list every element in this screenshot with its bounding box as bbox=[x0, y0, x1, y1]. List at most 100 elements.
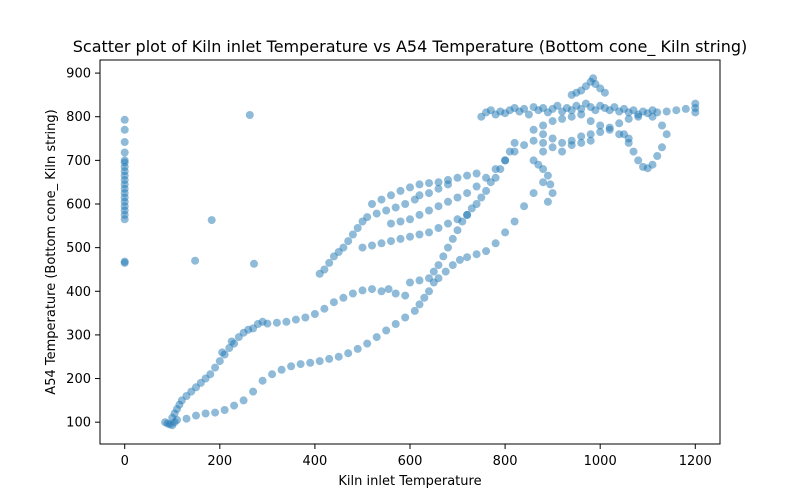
data-point bbox=[662, 107, 671, 116]
data-point bbox=[620, 130, 628, 139]
data-point bbox=[648, 112, 657, 121]
data-point bbox=[406, 232, 414, 241]
data-point bbox=[401, 200, 410, 208]
data-point bbox=[348, 289, 357, 298]
data-point bbox=[434, 261, 443, 270]
data-point bbox=[572, 88, 581, 97]
data-point bbox=[396, 217, 405, 226]
data-point bbox=[377, 287, 386, 296]
y-tick-label: 600 bbox=[66, 198, 91, 213]
data-point bbox=[406, 278, 414, 287]
data-point bbox=[173, 416, 181, 424]
data-point bbox=[558, 114, 567, 123]
data-point bbox=[410, 306, 419, 315]
data-point bbox=[463, 171, 472, 180]
data-point bbox=[524, 110, 533, 119]
data-point bbox=[425, 287, 433, 296]
data-point bbox=[220, 406, 229, 414]
data-point bbox=[567, 112, 576, 121]
data-point bbox=[429, 267, 438, 276]
data-point bbox=[120, 125, 129, 134]
data-point bbox=[472, 169, 481, 178]
data-point bbox=[491, 239, 500, 248]
data-point bbox=[453, 193, 462, 202]
data-point bbox=[211, 408, 220, 417]
data-point bbox=[539, 121, 548, 130]
y-tick-label: 300 bbox=[66, 328, 91, 343]
x-axis-label: Kiln inlet Temperature bbox=[338, 474, 481, 489]
data-point bbox=[368, 200, 376, 208]
data-point bbox=[120, 115, 129, 124]
data-point bbox=[577, 110, 586, 119]
data-point bbox=[207, 216, 216, 225]
points-layer bbox=[120, 74, 700, 430]
data-point bbox=[325, 354, 334, 363]
data-point bbox=[396, 186, 405, 195]
data-point bbox=[662, 130, 671, 139]
data-point bbox=[586, 130, 595, 139]
data-point bbox=[491, 165, 500, 174]
data-point bbox=[529, 125, 538, 134]
data-point bbox=[510, 217, 519, 226]
data-point bbox=[558, 138, 567, 147]
data-point bbox=[482, 173, 491, 182]
data-point bbox=[434, 224, 443, 232]
data-point bbox=[406, 183, 414, 192]
data-point bbox=[577, 104, 586, 113]
data-point bbox=[287, 362, 296, 371]
data-point bbox=[439, 252, 448, 261]
data-point bbox=[391, 320, 400, 328]
data-point bbox=[358, 243, 367, 252]
data-point bbox=[282, 317, 291, 326]
data-point bbox=[220, 350, 229, 359]
data-point bbox=[215, 357, 224, 366]
data-point bbox=[339, 243, 348, 252]
data-point bbox=[291, 315, 300, 324]
data-point bbox=[387, 237, 395, 246]
y-axis: 100 200 300 400 500 600 700 800 900 bbox=[66, 67, 100, 431]
x-tick-label: 600 bbox=[398, 454, 423, 469]
data-point bbox=[501, 156, 510, 165]
data-point bbox=[444, 219, 452, 228]
data-point bbox=[120, 148, 129, 157]
data-point bbox=[434, 274, 443, 283]
data-point bbox=[401, 313, 410, 322]
data-point bbox=[539, 165, 548, 174]
data-point bbox=[482, 186, 491, 195]
data-point bbox=[249, 387, 258, 396]
data-point bbox=[520, 202, 529, 211]
y-tick-label: 900 bbox=[66, 67, 91, 82]
data-point bbox=[387, 191, 395, 200]
data-point bbox=[377, 195, 386, 204]
data-point bbox=[268, 370, 277, 379]
data-point bbox=[396, 234, 405, 243]
data-point bbox=[377, 239, 386, 248]
chart-title: Scatter plot of Kiln inlet Temperature v… bbox=[73, 37, 748, 57]
data-point bbox=[453, 226, 462, 235]
data-point bbox=[420, 293, 429, 302]
x-tick-label: 800 bbox=[493, 454, 518, 469]
y-tick-label: 700 bbox=[66, 154, 91, 169]
data-point bbox=[320, 265, 329, 274]
data-point bbox=[634, 112, 643, 121]
data-point bbox=[358, 286, 367, 295]
data-point bbox=[363, 213, 372, 222]
y-tick-label: 500 bbox=[66, 241, 91, 256]
data-point bbox=[529, 136, 538, 145]
data-point bbox=[277, 365, 286, 374]
data-point bbox=[353, 224, 362, 232]
x-axis: 0 200 400 600 800 1000 1200 bbox=[121, 444, 712, 469]
data-point bbox=[310, 310, 319, 318]
data-point bbox=[596, 121, 605, 130]
data-point bbox=[605, 125, 614, 134]
data-point bbox=[472, 200, 481, 208]
data-point bbox=[548, 134, 557, 143]
data-point bbox=[391, 289, 400, 298]
data-point bbox=[415, 300, 424, 309]
data-point bbox=[211, 363, 220, 372]
data-point bbox=[120, 156, 129, 165]
data-point bbox=[425, 206, 433, 215]
data-point bbox=[250, 259, 258, 268]
data-point bbox=[472, 250, 481, 259]
